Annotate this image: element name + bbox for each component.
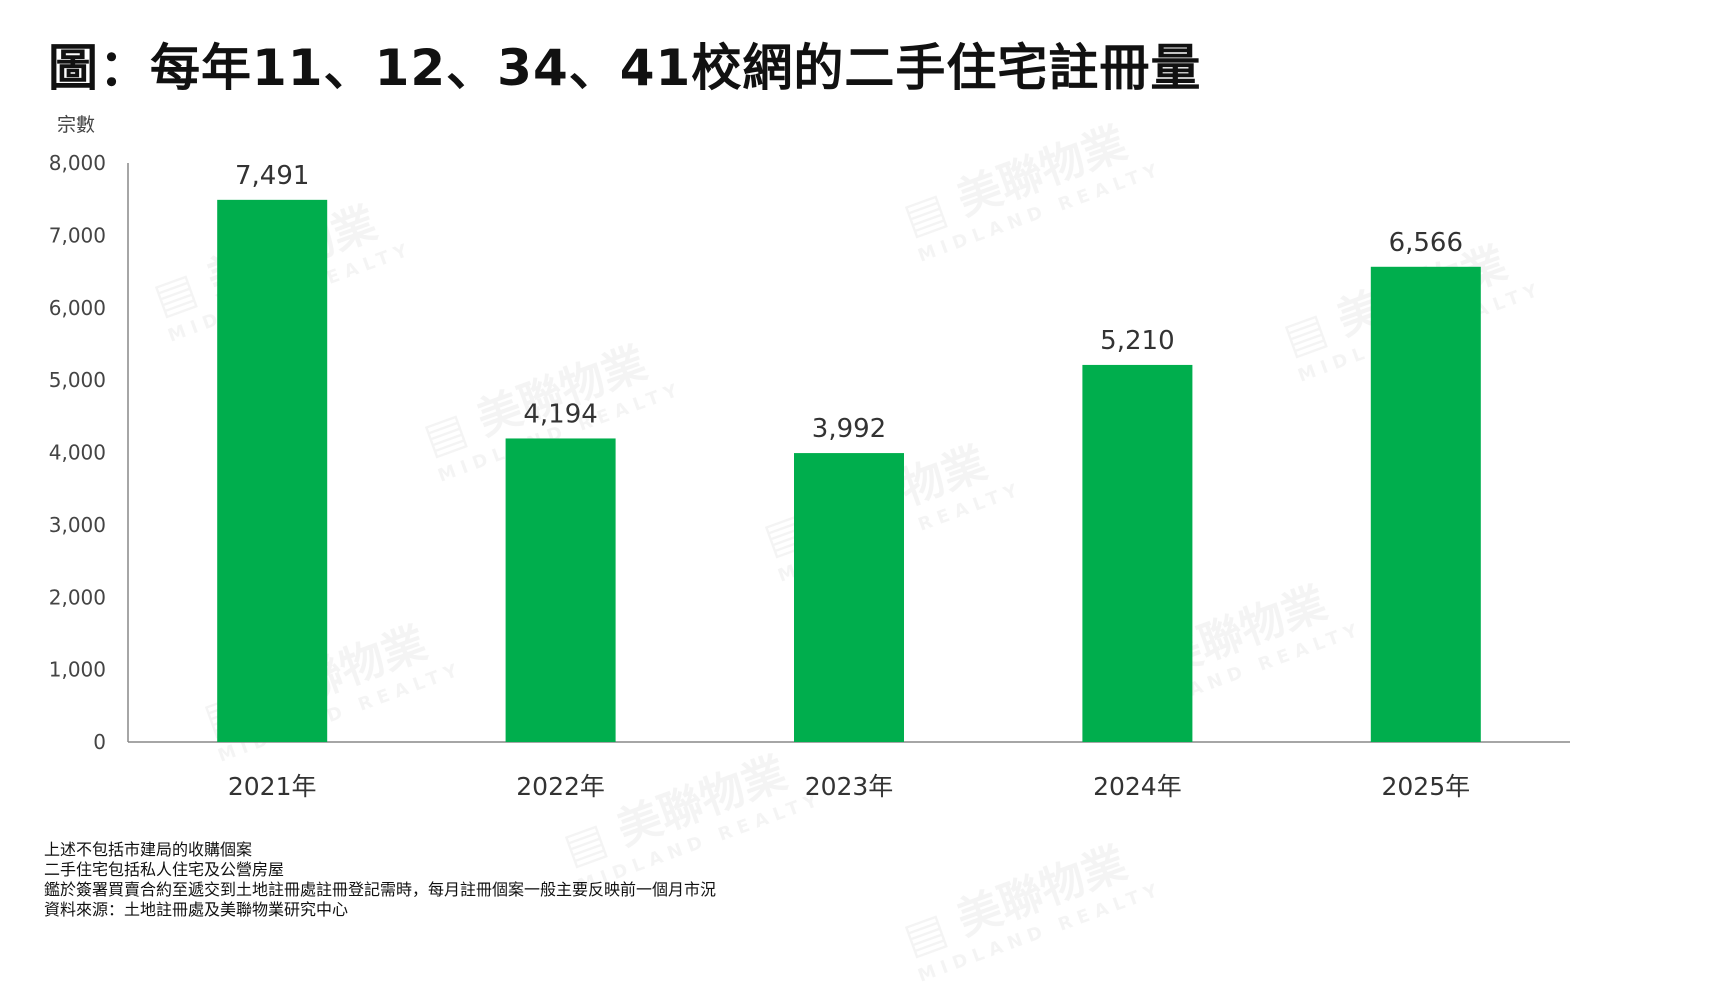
y-tick-label: 1,000 — [49, 658, 106, 682]
data-label: 5,210 — [1100, 326, 1174, 356]
x-tick-label: 2025年 — [1381, 772, 1470, 801]
y-tick-label: 5,000 — [49, 368, 106, 392]
bar-chart: 0 1,000 2,000 3,000 4,000 5,000 6,000 7,000 8,00… — [49, 151, 1570, 801]
footnotes: 上述不包括市建局的收購個案 二手住宅包括私人住宅及公營房屋 鑑於簽署買賣合約至遞… — [44, 840, 716, 920]
footnote: 資料來源：土地註冊處及美聯物業研究中心 — [44, 900, 349, 919]
y-tick-label: 7,000 — [49, 223, 106, 247]
data-label: 6,566 — [1389, 228, 1463, 258]
y-tick-label: 6,000 — [49, 296, 106, 320]
x-tick-label: 2023年 — [805, 772, 894, 801]
y-tick-label: 2,000 — [49, 585, 106, 609]
bar — [1370, 266, 1481, 742]
data-label: 7,491 — [235, 161, 309, 191]
bar — [217, 199, 328, 743]
chart-title: 圖：每年11、12、34、41校網的二手住宅註冊量 — [48, 39, 1202, 97]
footnote: 上述不包括市建局的收購個案 — [44, 840, 253, 859]
data-label: 3,992 — [812, 414, 886, 444]
bar — [794, 453, 904, 742]
y-tick-label: 8,000 — [49, 151, 106, 175]
watermark-logo: ▤ 美聯物業MIDLAND REALTY — [893, 818, 1166, 987]
y-tick-label: 0 — [93, 730, 106, 754]
y-tick-label: 4,000 — [49, 441, 106, 465]
footnote: 二手住宅包括私人住宅及公營房屋 — [44, 860, 285, 879]
footnote: 鑑於簽署買賣合約至遞交到土地註冊處註冊登記需時，每月註冊個案一般主要反映前一個月… — [44, 880, 717, 899]
x-tick-label: 2024年 — [1093, 772, 1182, 801]
y-tick-label: 3,000 — [49, 513, 106, 537]
x-tick-label: 2022年 — [516, 772, 605, 801]
bar — [505, 438, 616, 742]
data-label: 4,194 — [523, 399, 597, 429]
y-axis-label: 宗數 — [57, 114, 96, 136]
bar — [1082, 364, 1193, 742]
x-tick-label: 2021年 — [228, 772, 317, 801]
